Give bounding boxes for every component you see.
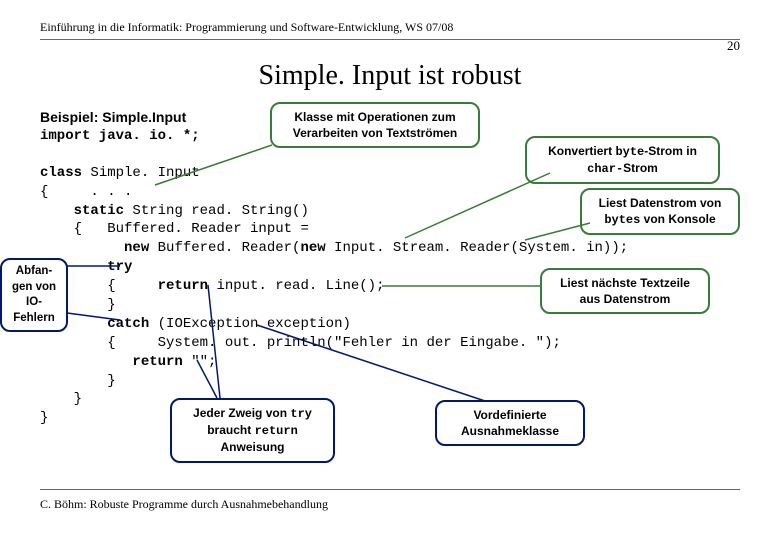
footer-text: C. Böhm: Robuste Programme durch Ausnahm… <box>40 497 328 512</box>
callout-return: Jeder Zweig von try braucht return Anwei… <box>170 398 335 463</box>
callout-return-pre: Jeder Zweig von <box>193 406 290 420</box>
code-l10: catch (IOException exception) <box>40 315 740 334</box>
callout-exception-class-text: Vordefinierte Ausnahmeklasse <box>447 407 573 439</box>
callout-bytes-pre: Liest Datenstrom von <box>599 196 722 210</box>
callout-convert-mono1: byte <box>615 145 644 159</box>
header-rule <box>40 39 740 40</box>
callout-convert-mono2: char- <box>587 162 623 176</box>
callout-convert-mid: -Strom in <box>644 144 697 158</box>
callout-readline-text: Liest nächste Textzeile aus Datenstrom <box>552 275 698 307</box>
code-l11: { System. out. println("Fehler in der Ei… <box>40 334 740 353</box>
callout-exception-class: Vordefinierte Ausnahmeklasse <box>435 400 585 446</box>
code-l15: } <box>40 409 740 428</box>
callout-convert: Konvertiert byte-Strom in char-Strom <box>525 136 720 184</box>
code-l14: } <box>40 390 740 409</box>
footer-rule <box>40 489 740 490</box>
callout-bytes-post: von Konsole <box>640 212 715 226</box>
code-l6: new Buffered. Reader(new Input. Stream. … <box>40 239 740 258</box>
page-number: 20 <box>727 38 740 54</box>
callout-catch-errors-text: Abfan- gen von IO- Fehlern <box>6 264 62 326</box>
callout-convert-post: Strom <box>623 161 658 175</box>
callout-return-post: Anweisung <box>220 440 284 454</box>
callout-textstream: Klasse mit Operationen zum Verarbeiten v… <box>270 102 480 148</box>
slide-title: Simple. Input ist robust <box>40 60 740 92</box>
code-l12: return ""; <box>40 353 740 372</box>
code-l13: } <box>40 372 740 391</box>
callout-return-mono1: try <box>290 407 312 421</box>
callout-bytes: Liest Datenstrom von bytes von Konsole <box>580 188 740 235</box>
callout-return-mono2: return <box>255 424 298 438</box>
header-text: Einführung in die Informatik: Programmie… <box>40 20 740 39</box>
callout-textstream-text: Klasse mit Operationen zum Verarbeiten v… <box>282 109 468 141</box>
callout-catch-errors: Abfan- gen von IO- Fehlern <box>0 258 68 332</box>
callout-return-mid: braucht <box>207 423 254 437</box>
callout-readline: Liest nächste Textzeile aus Datenstrom <box>540 268 710 314</box>
content-area: Beispiel: Simple.Input import java. io. … <box>40 108 740 428</box>
callout-bytes-mono: bytes <box>604 213 640 227</box>
callout-convert-pre: Konvertiert <box>548 144 615 158</box>
